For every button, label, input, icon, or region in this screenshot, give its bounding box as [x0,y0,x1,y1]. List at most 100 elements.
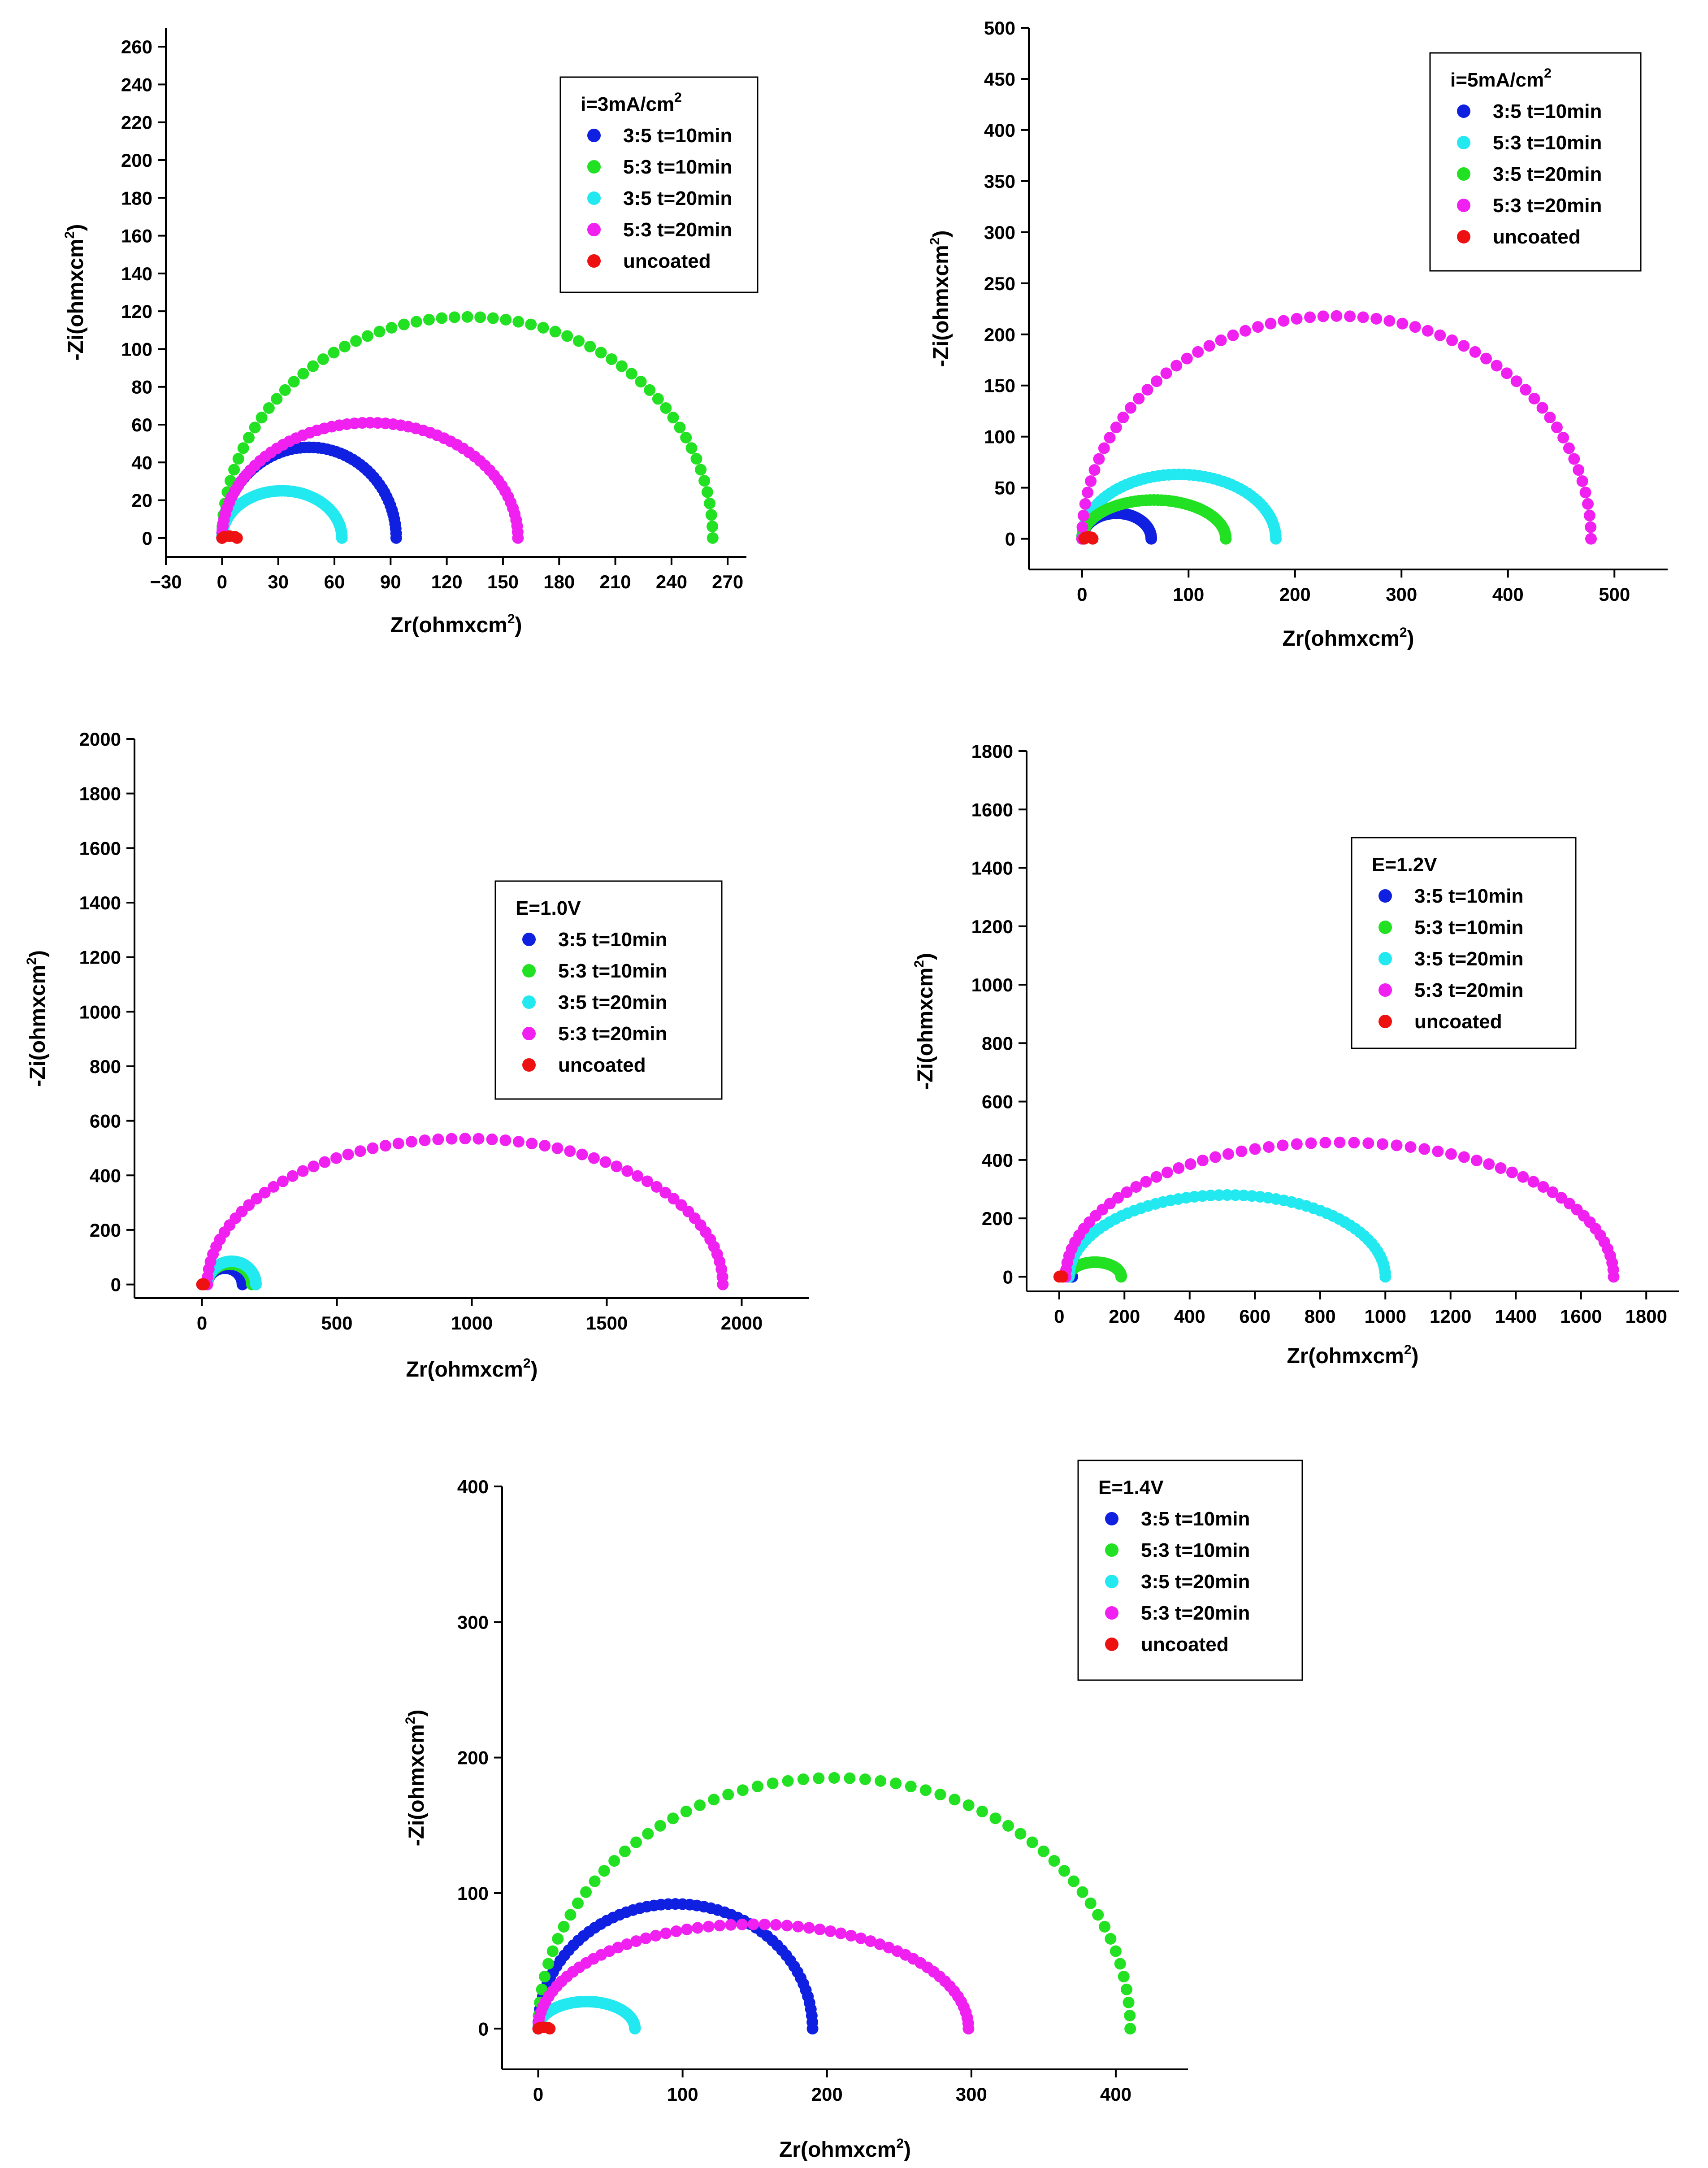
legend-label: 3:5 t=20min [623,187,732,209]
y-tick-label: 20 [131,490,152,511]
x-tick-label: 300 [1386,584,1417,605]
legend-marker [1457,104,1470,118]
y-tick-label: 400 [984,120,1015,141]
y-tick-label: 300 [984,222,1015,243]
y-tick-label: 40 [131,452,152,473]
data-point [1124,2010,1136,2022]
data-point [379,1140,391,1152]
data-point [1470,1154,1483,1166]
data-point [1446,334,1458,346]
data-point [268,1181,280,1193]
data-point [1579,487,1591,499]
data-point [667,1812,679,1825]
data-point [680,432,692,444]
y-tick-label: 220 [121,112,152,133]
legend-label: 5:3 t=20min [1141,1602,1250,1624]
y-tick-label: 60 [131,414,152,435]
data-point [1517,1171,1529,1183]
legend-label: 3:5 t=20min [1141,1571,1250,1593]
data-point [714,1920,726,1932]
data-point [598,1865,610,1877]
data-point [1079,498,1091,510]
data-point [704,497,716,509]
series-uncoated [1078,531,1099,545]
legend: E=1.0V 3:5 t=10min 5:3 t=10min 3:5 t=20min 5… [494,880,723,1100]
legend-label: 5:3 t=10min [623,156,732,178]
data-point [459,1133,471,1145]
legend-label: 5:3 t=20min [1493,195,1602,217]
y-axis-title: -Zi(ohmxcm2) [403,1710,429,1846]
data-point [1161,1166,1173,1178]
legend: i=5mA/cm2 3:5 t=10min 5:3 t=10min 3:5 t=20m… [1429,52,1642,272]
y-tick-label: 200 [90,1220,121,1241]
data-point [934,1789,946,1801]
data-point [1291,313,1303,325]
y-tick-label: 200 [982,1208,1013,1229]
data-point [410,316,422,328]
data-point [621,1938,633,1950]
data-point [250,1278,262,1290]
y-tick-label: 160 [121,226,152,247]
data-point [330,1152,342,1164]
data-point [1252,321,1264,333]
x-axis-title: Zr(ohmxcm2) [1282,625,1414,651]
x-tick-label: 800 [1305,1306,1336,1327]
series-uncoated [196,1278,210,1290]
data-point [544,2023,556,2035]
data-point [759,1918,771,1930]
data-point [1409,321,1421,333]
y-tick-label: 240 [121,74,152,95]
data-point [845,1929,857,1942]
x-tick-label: 1800 [1626,1306,1667,1327]
data-point [1458,1151,1470,1163]
data-point [573,335,585,347]
legend-label: 3:5 t=20min [1493,163,1602,185]
data-point [1319,1137,1331,1149]
legend-marker [587,191,601,205]
series-uncoated [532,2021,556,2035]
data-point [1145,533,1157,545]
data-point [1221,1189,1233,1201]
data-point [629,2023,641,2035]
data-point [1506,1166,1518,1178]
data-point [641,1175,653,1187]
data-point [232,453,244,465]
data-point [249,421,261,434]
y-tick-label: 2000 [79,729,121,750]
legend-label: 3:5 t=20min [1414,948,1523,970]
data-point [1026,1836,1038,1848]
data-point [1608,1271,1620,1283]
data-point [1014,1828,1027,1840]
data-point [659,1186,672,1199]
data-point [737,1784,749,1796]
y-tick-label: 600 [90,1111,121,1132]
legend-label: 5:3 t=10min [1141,1539,1250,1561]
y-tick-label: 0 [1003,1266,1013,1287]
data-point [580,1886,592,1898]
series-5-3-t-20min [1076,310,1597,545]
data-point [694,1799,706,1811]
x-tick-label: 400 [1492,584,1524,605]
data-point [512,1136,525,1148]
data-point [722,1789,734,1801]
x-tick-label: −30 [150,571,182,592]
data-point [1048,1855,1060,1867]
data-point [1348,1137,1360,1149]
data-point [770,1919,782,1931]
data-point [487,312,499,324]
data-point [1418,1143,1431,1155]
data-point [701,486,713,498]
data-point [367,1142,379,1154]
data-point [612,1942,624,1954]
data-point [198,1278,210,1290]
data-point [1184,1158,1196,1170]
data-point [1085,475,1097,487]
series-5-3-t-20min [216,417,524,544]
data-point [632,1170,644,1182]
data-point [446,1133,458,1145]
data-point [1370,313,1383,325]
legend-label: 3:5 t=10min [1414,885,1523,907]
data-point [1077,509,1089,521]
data-point [962,1799,975,1811]
